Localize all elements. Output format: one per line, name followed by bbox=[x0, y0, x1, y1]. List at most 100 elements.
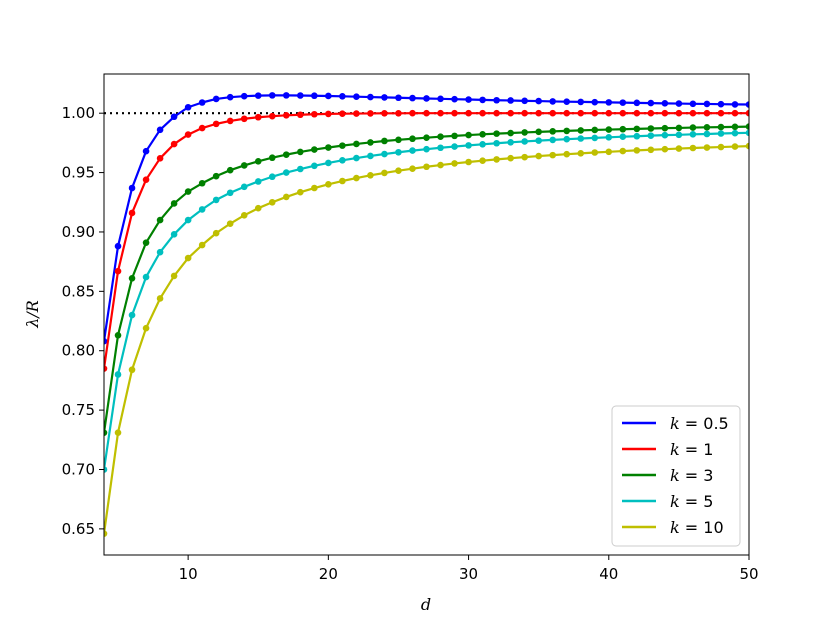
data-point bbox=[353, 140, 360, 148]
data-point bbox=[549, 109, 556, 117]
data-point bbox=[479, 157, 486, 164]
plot-frame bbox=[103, 73, 750, 556]
data-point bbox=[577, 135, 585, 142]
data-point bbox=[437, 161, 444, 169]
data-point bbox=[184, 188, 192, 195]
x-tick-label: 10 bbox=[179, 565, 198, 583]
data-point bbox=[521, 129, 528, 136]
data-point bbox=[479, 109, 486, 117]
legend-item: k = 3 bbox=[622, 466, 713, 485]
y-tick-label: 1.00 bbox=[62, 104, 95, 122]
data-point bbox=[507, 138, 514, 146]
data-point bbox=[409, 109, 416, 117]
data-point bbox=[633, 125, 641, 133]
data-point bbox=[535, 152, 542, 160]
data-point bbox=[367, 152, 374, 160]
data-point bbox=[689, 100, 697, 108]
data-point bbox=[465, 142, 472, 149]
data-point bbox=[605, 148, 613, 156]
data-point bbox=[212, 196, 220, 204]
data-point bbox=[451, 95, 458, 103]
legend-item: k = 5 bbox=[622, 492, 713, 511]
data-point bbox=[282, 193, 290, 201]
data-point bbox=[395, 167, 402, 174]
data-point bbox=[703, 109, 711, 117]
data-point bbox=[521, 109, 528, 117]
data-point bbox=[493, 96, 500, 104]
data-point bbox=[198, 206, 206, 213]
data-point bbox=[647, 109, 655, 117]
data-point bbox=[198, 241, 206, 249]
data-point bbox=[311, 92, 318, 100]
data-point bbox=[591, 149, 599, 156]
data-point bbox=[731, 101, 739, 108]
data-point bbox=[381, 110, 388, 117]
data-point bbox=[198, 124, 206, 132]
data-point bbox=[605, 134, 613, 141]
series-group bbox=[104, 92, 749, 537]
data-point bbox=[254, 204, 262, 212]
data-point bbox=[198, 179, 206, 187]
data-point bbox=[703, 124, 711, 131]
data-point bbox=[717, 109, 725, 117]
data-point bbox=[353, 93, 360, 100]
data-point bbox=[507, 154, 514, 162]
data-point bbox=[619, 109, 627, 117]
data-point bbox=[563, 98, 571, 105]
data-point bbox=[535, 128, 542, 136]
series-1 bbox=[104, 92, 749, 345]
data-point bbox=[114, 242, 122, 250]
data-point bbox=[409, 165, 416, 172]
data-point bbox=[493, 139, 500, 147]
series-3 bbox=[104, 123, 749, 436]
data-point bbox=[114, 429, 122, 436]
data-point bbox=[437, 109, 444, 117]
data-point bbox=[297, 188, 304, 196]
data-point bbox=[465, 158, 472, 166]
data-point bbox=[367, 110, 374, 117]
data-point bbox=[745, 123, 749, 130]
x-tick-label: 20 bbox=[319, 565, 338, 583]
data-point bbox=[226, 117, 234, 125]
legend-label: k = 1 bbox=[670, 440, 713, 459]
data-point bbox=[142, 273, 150, 281]
data-point bbox=[689, 144, 697, 152]
data-point bbox=[325, 181, 332, 188]
data-point bbox=[170, 113, 178, 121]
data-point bbox=[240, 115, 248, 123]
data-point bbox=[563, 150, 571, 158]
data-point bbox=[268, 92, 276, 99]
data-point bbox=[240, 92, 248, 100]
data-point bbox=[633, 147, 641, 154]
data-point bbox=[297, 165, 304, 173]
series-5 bbox=[104, 142, 749, 537]
data-point bbox=[254, 92, 262, 99]
data-point bbox=[184, 131, 192, 138]
data-point bbox=[521, 138, 528, 145]
data-point bbox=[717, 100, 725, 108]
data-point bbox=[170, 200, 178, 207]
data-point bbox=[297, 148, 304, 156]
data-point bbox=[437, 133, 444, 141]
data-point bbox=[367, 139, 374, 146]
data-point bbox=[535, 97, 542, 105]
data-point bbox=[311, 146, 318, 153]
data-point bbox=[268, 173, 276, 181]
series-2 bbox=[104, 109, 749, 372]
data-point bbox=[198, 99, 206, 106]
data-point bbox=[325, 110, 332, 118]
data-point bbox=[535, 137, 542, 144]
data-point bbox=[254, 178, 262, 185]
data-point bbox=[104, 365, 108, 372]
data-point bbox=[240, 183, 248, 191]
data-point bbox=[128, 209, 136, 217]
data-point bbox=[563, 135, 571, 143]
data-point bbox=[591, 126, 599, 134]
data-point bbox=[465, 131, 472, 139]
data-point bbox=[577, 109, 585, 117]
data-point bbox=[339, 142, 346, 149]
data-point bbox=[591, 98, 599, 106]
x-axis-label: d bbox=[421, 595, 431, 614]
series-4 bbox=[104, 129, 749, 473]
data-point bbox=[633, 109, 641, 117]
